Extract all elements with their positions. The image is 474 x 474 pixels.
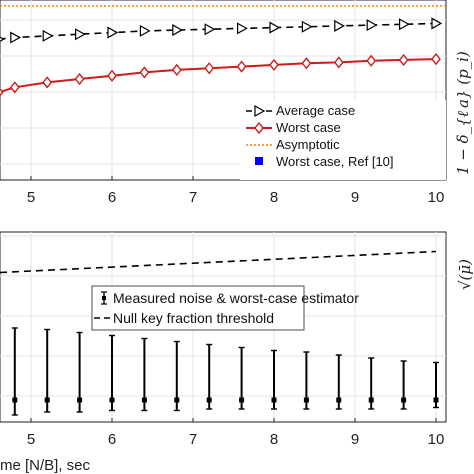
top-series-layer [0, 5, 446, 168]
measured-noise-point [77, 397, 83, 403]
legend-threshold-label: Null key fraction threshold [113, 310, 274, 326]
bottom-x-axis-title: me [N/B], sec [0, 457, 91, 474]
x-tick-label: 6 [108, 431, 116, 448]
worst-case-point [366, 54, 377, 67]
average-case-point [172, 24, 184, 37]
measured-noise-point [12, 397, 18, 403]
measured-noise-point [336, 397, 342, 403]
legend-measured-marker [102, 296, 106, 300]
x-tick-label: 10 [428, 189, 445, 206]
x-tick-label: 6 [108, 189, 116, 206]
measured-noise-point [239, 397, 245, 403]
x-tick-label: 7 [189, 431, 197, 448]
bottom-right-ylabel: √(μ̄) [456, 259, 474, 290]
measured-noise-point [433, 397, 439, 403]
measured-noise-point [109, 397, 115, 403]
average-case-point [139, 24, 151, 37]
x-tick-label: 8 [270, 189, 278, 206]
legend-average-marker [254, 104, 266, 118]
x-tick-label: 7 [189, 189, 197, 206]
legend-asymptotic-label: Asymptotic [276, 137, 340, 152]
average-case-point [0, 36, 5, 42]
bottom-legend-box [91, 285, 305, 331]
legend-measured-label: Measured noise & worst-case estimator [113, 290, 359, 306]
average-case-point [431, 17, 443, 30]
top-legend-box [240, 100, 446, 180]
x-tick-label: 5 [27, 189, 35, 206]
bottom-series-layer [0, 250, 439, 416]
measured-noise-point [44, 397, 50, 403]
legend-worst-label: Worst case [276, 120, 341, 135]
top-x-ticks: 5 6 7 8 9 10 [27, 176, 445, 206]
series-threshold-line [0, 250, 437, 274]
average-case-point [399, 18, 410, 31]
top-legend: Average case Worst case Asymptotic Worst… [240, 100, 446, 180]
legend-average-label: Average case [276, 103, 355, 118]
worst-case-point [398, 53, 409, 67]
average-case-point [204, 23, 216, 36]
measured-noise-point [303, 397, 309, 403]
measured-noise-point [271, 397, 277, 403]
bottom-legend: Measured noise & worst-case estimator Nu… [91, 285, 359, 331]
average-case-point [301, 20, 313, 33]
measured-noise-point [401, 397, 407, 403]
worst-case-point [9, 81, 20, 94]
x-tick-label: 8 [270, 431, 278, 448]
measured-noise-point [141, 397, 147, 403]
average-case-point [269, 21, 281, 34]
worst-case-point [74, 72, 85, 86]
legend-worst-marker [254, 121, 264, 135]
x-tick-label: 10 [428, 431, 445, 448]
worst-case-point [269, 58, 279, 72]
measured-noise-point [206, 397, 212, 403]
legend-ref10-label: Worst case, Ref [10] [276, 154, 394, 169]
x-tick-label: 9 [351, 431, 359, 448]
x-tick-label: 5 [27, 431, 35, 448]
worst-case-point [139, 66, 150, 79]
top-axes: 5 6 7 8 9 10 Average case Worst case Asymptot… [0, 0, 472, 206]
worst-case-point [171, 63, 182, 77]
worst-case-point [107, 69, 117, 82]
x-tick-label: 9 [351, 189, 359, 206]
worst-case-point [204, 62, 215, 75]
measured-noise-point [174, 397, 180, 403]
bottom-axes: 5 6 7 8 9 10 Measured noise & worst-case esti… [0, 231, 474, 474]
average-case-point [366, 19, 378, 32]
bottom-x-ticks: 5 6 7 8 9 10 [27, 418, 445, 448]
average-case-point [75, 28, 86, 41]
average-case-point [237, 22, 248, 35]
worst-case-point [301, 57, 312, 70]
worst-case-point [42, 76, 53, 89]
worst-case-point [236, 60, 247, 73]
worst-case-point [431, 52, 441, 66]
worst-case-point [0, 87, 4, 97]
average-case-point [107, 26, 119, 39]
top-right-ylabel: 1 − δ_{ℓ a} (p_i) [454, 51, 472, 175]
average-case-point [334, 19, 346, 32]
worst-case-point [333, 56, 344, 69]
measured-noise-point [368, 397, 374, 403]
average-case-point [10, 31, 22, 44]
legend-ref10-marker [255, 157, 263, 165]
average-case-point [42, 29, 54, 42]
